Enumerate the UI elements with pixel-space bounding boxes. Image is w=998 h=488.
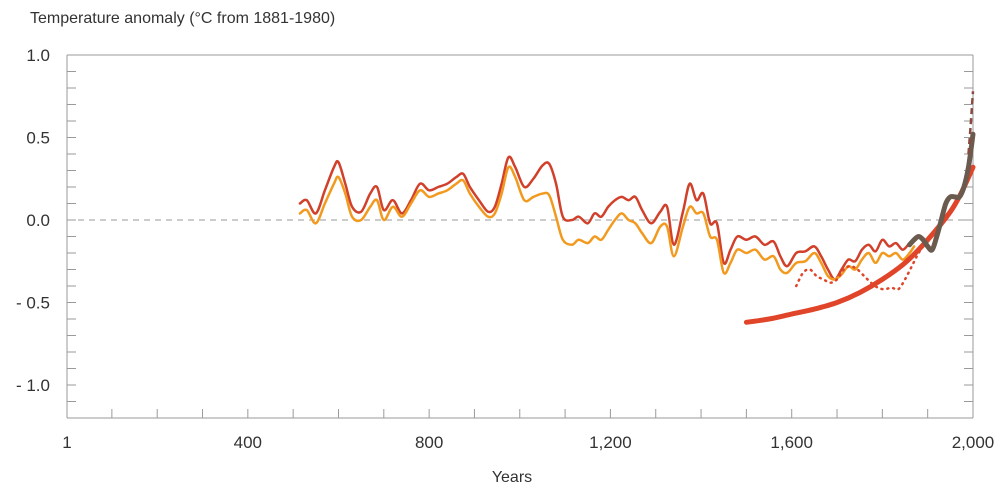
y-tick-label: 0.0	[26, 211, 50, 230]
x-tick-label: 800	[415, 433, 443, 452]
x-tick-label: 1,200	[589, 433, 632, 452]
x-tick-label: 400	[234, 433, 262, 452]
x-tick-label: 2,000	[952, 433, 995, 452]
series-line-2	[298, 165, 916, 281]
x-tick-label: 1	[62, 433, 71, 452]
y-tick-label: 0.5	[26, 129, 50, 148]
series-line-1	[298, 155, 916, 281]
x-axis-title: Years	[492, 469, 532, 486]
series-line-5	[907, 131, 976, 253]
series-line-6	[967, 91, 975, 155]
y-axis-title: Temperature anomaly (°C from 1881-1980)	[30, 10, 336, 27]
y-tick-label: - 0.5	[16, 294, 50, 313]
series-line-4	[743, 164, 976, 325]
y-tick-label: - 1.0	[16, 376, 50, 395]
x-tick-label: 1,600	[770, 433, 813, 452]
y-tick-label: 1.0	[26, 46, 50, 65]
